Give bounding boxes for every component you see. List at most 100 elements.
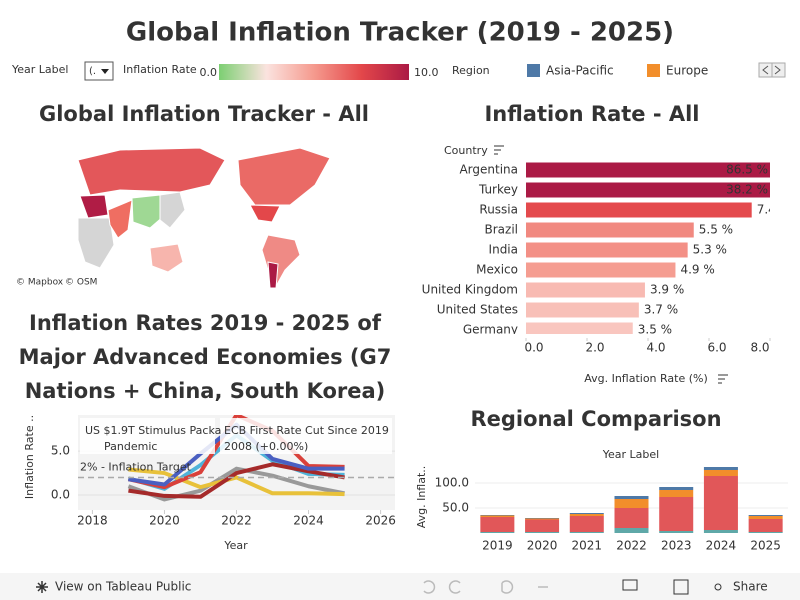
bar	[526, 282, 645, 298]
map-land	[267, 261, 279, 289]
x-tick-label: 0.0	[524, 341, 543, 355]
map-land	[77, 147, 226, 196]
category-label: Germany	[463, 323, 518, 337]
filter-label: Year Label	[11, 63, 68, 76]
scale-min-label: 0.0	[200, 66, 218, 79]
line	[128, 415, 345, 490]
dashboard-title: Global Inflation Tracker (2019 - 2025)	[126, 18, 674, 48]
filter-label: Region	[452, 64, 490, 77]
bar-segment	[748, 516, 783, 519]
category-label: United States	[437, 303, 518, 317]
bar	[526, 162, 770, 178]
legend-swatch	[647, 64, 660, 77]
annotation: Pandemic	[104, 440, 157, 453]
fullscreen-icon[interactable]	[673, 579, 689, 595]
category-header: Country	[444, 144, 488, 157]
bar-segment	[569, 513, 604, 514]
bar	[526, 322, 633, 334]
x-tick-label: 6.0	[707, 341, 726, 355]
bar-segment	[659, 490, 694, 497]
legend-next[interactable]	[771, 62, 786, 78]
category-label: Turkey	[478, 183, 518, 197]
dropdown-value: (.	[89, 66, 96, 77]
annotation: 2008 (+0.00%)	[224, 440, 308, 453]
x-tick-label: 2020	[149, 514, 180, 528]
map-land	[131, 194, 166, 229]
x-header: Year Label	[602, 448, 659, 461]
value-label: 5.3 %	[693, 243, 727, 257]
y-axis-title: Inflation Rate ..	[23, 415, 36, 499]
bar-segment	[525, 519, 560, 532]
sort-icon	[494, 145, 504, 155]
download-icon[interactable]	[622, 579, 638, 591]
bar	[526, 222, 694, 238]
value-label: 3.9 %	[650, 283, 684, 297]
category-label: United Kingdom	[422, 283, 518, 297]
bar-segment	[525, 518, 560, 519]
bar-segment	[614, 499, 649, 508]
category-label: India	[489, 243, 518, 257]
bar-segment	[659, 531, 694, 533]
x-tick-label: 2024	[706, 539, 737, 553]
bar-segment	[703, 467, 738, 470]
line	[128, 462, 345, 499]
y-tick-label: 100.0	[435, 476, 469, 490]
bar	[526, 262, 676, 278]
category-label: Russia	[479, 203, 518, 217]
y-axis-title: Avg. Inflat..	[415, 466, 428, 529]
bar-segment	[614, 496, 649, 499]
map-land	[79, 194, 109, 219]
x-tick-label: 2018	[77, 514, 108, 528]
bar-segment	[703, 530, 738, 533]
value-label: 7.4 %	[757, 203, 791, 217]
bar-segment	[480, 532, 515, 533]
dropdown-arrow	[101, 69, 109, 74]
x-tick-label: 4.0	[646, 341, 665, 355]
value-label: 4.9 %	[680, 263, 714, 277]
toolbar-share[interactable]: Share	[733, 580, 768, 594]
map-title: Global Inflation Tracker - All	[39, 102, 369, 126]
bar-segment	[614, 528, 649, 533]
x-tick-label: 2022	[616, 539, 647, 553]
sort-icon	[718, 374, 728, 384]
y-tick-label: 0.0	[51, 488, 70, 502]
line	[127, 466, 345, 502]
map-land	[149, 243, 184, 273]
year-dropdown[interactable]	[84, 61, 114, 81]
filter-label: Inflation Rate	[123, 63, 197, 76]
bar	[526, 202, 752, 218]
bar-pane: Argentina 86.5 % Turkey 38.2 % Russia 7.4 % Br…	[422, 162, 791, 337]
bar-segment	[525, 532, 560, 533]
x-tick-label: 2022	[221, 514, 252, 528]
legend-prev[interactable]	[758, 62, 773, 78]
x-tick-label: 2024	[293, 514, 324, 528]
chart-title: Regional Comparison	[470, 407, 721, 431]
category-label: Mexico	[476, 263, 518, 277]
x-tick-label: 8.0	[750, 341, 769, 355]
bar-segment	[569, 514, 604, 516]
annotation-box	[80, 418, 215, 454]
x-tick-label: 2.0	[585, 341, 604, 355]
map-attribution: © Mapbox	[16, 278, 64, 288]
map-attribution: © OSM	[65, 278, 97, 288]
x-tick-label: 2019	[482, 539, 513, 553]
bar-segment	[748, 515, 783, 516]
bar-segment	[480, 515, 515, 516]
legend-swatch	[527, 64, 540, 77]
x-tick-label: 2020	[527, 539, 558, 553]
map-land	[159, 191, 186, 229]
share-icon	[714, 583, 722, 591]
category-label: Brazil	[485, 223, 519, 237]
y-tick-label: 50.0	[442, 501, 469, 515]
toolbar-link[interactable]: View on Tableau Public	[55, 580, 191, 594]
bar-segment	[703, 470, 738, 476]
bar-segment	[614, 508, 649, 528]
legend-label: Asia-Pacific	[546, 64, 614, 78]
value-label: 86.5 %	[726, 163, 768, 177]
map-land	[237, 147, 331, 206]
scale-max-label: 10.0	[414, 66, 439, 79]
category-label: Argentina	[459, 163, 518, 177]
plot: 2% - Inflation Target US $1.9T Stimulus P…	[78, 415, 395, 502]
color-scale	[219, 64, 409, 80]
value-label: 3.5 %	[638, 323, 672, 337]
